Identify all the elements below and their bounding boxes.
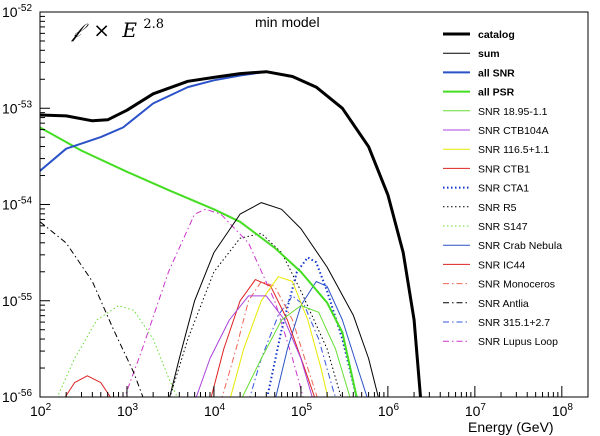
legend-label: SNR S147 (478, 221, 528, 233)
legend-label: SNR CTB104A (478, 125, 549, 137)
formula-times: × (93, 18, 110, 42)
y-tick-label: 10-55 (2, 292, 32, 309)
legend-label: SNR Monoceros (478, 279, 555, 291)
series-line-snr-116-5-1-1 (230, 276, 329, 397)
x-tick-label: 107 (465, 402, 487, 419)
series-line-snr-crab-nebula (275, 281, 368, 397)
series-line-snr-monoceros (221, 281, 318, 397)
series-line-snr-cta1 (266, 256, 358, 397)
y-tick-label: 10-54 (2, 196, 32, 213)
formula-base: E (121, 18, 137, 42)
legend-label: SNR 18.95-1.1 (478, 106, 548, 118)
series-line-all-psr (40, 126, 358, 397)
series-line-snr-lupus-loop (124, 208, 304, 397)
legend-label: SNR 315.1+2.7 (478, 317, 550, 329)
y-tick-label: 10-56 (2, 388, 32, 405)
y-tick-label: 10-52 (2, 3, 32, 20)
x-axis: 102 103 104 105 106 107 108 (30, 386, 589, 419)
series-line-snr-ic44 (64, 375, 111, 397)
legend-label: all PSR (478, 87, 515, 99)
series-line-sum (169, 202, 379, 397)
legend-label: all SNR (478, 67, 515, 79)
legend-label: SNR 116.5+1.1 (478, 144, 549, 156)
x-tick-label: 103 (117, 402, 139, 419)
legend-label: SNR R5 (478, 202, 517, 214)
x-tick-label: 105 (291, 402, 313, 419)
x-tick-label: 108 (552, 402, 574, 419)
legend-label: SNR Antlia (478, 298, 529, 310)
legend-label: sum (478, 48, 500, 60)
legend-label: SNR Crab Nebula (478, 240, 562, 252)
y-axis: 10-56 10-55 10-54 10-53 10-52 (2, 3, 50, 405)
legend: catalog sum all SNR all PSR SNR 18.95-1.1 SNR… (443, 29, 562, 348)
chart-title: min model (255, 14, 320, 30)
series-line-snr-18-95-1-1 (241, 305, 351, 397)
series-line-catalog (40, 70, 423, 397)
series-line-snr-315-1-2-7 (249, 295, 336, 397)
formula-exponent: 2.8 (143, 17, 164, 32)
legend-label: SNR IC44 (478, 259, 525, 271)
series-curves (40, 70, 423, 397)
series-line-snr-ctb104a (195, 295, 313, 397)
formula-label: 𝒻 × E 2.8 (70, 17, 164, 42)
legend-label: catalog (478, 29, 515, 41)
legend-label: SNR CTB1 (478, 163, 530, 175)
y-tick-label: 10-53 (2, 99, 32, 116)
formula-symbol: 𝒻 (70, 18, 89, 42)
legend-label: SNR Lupus Loop (478, 336, 558, 348)
x-tick-label: 104 (204, 402, 226, 419)
x-axis-label: Energy (GeV) (468, 419, 554, 435)
x-tick-label: 106 (378, 402, 400, 419)
series-line-snr-antlia (40, 221, 144, 397)
legend-label: SNR CTA1 (478, 183, 529, 195)
x-tick-label: 102 (30, 402, 52, 419)
